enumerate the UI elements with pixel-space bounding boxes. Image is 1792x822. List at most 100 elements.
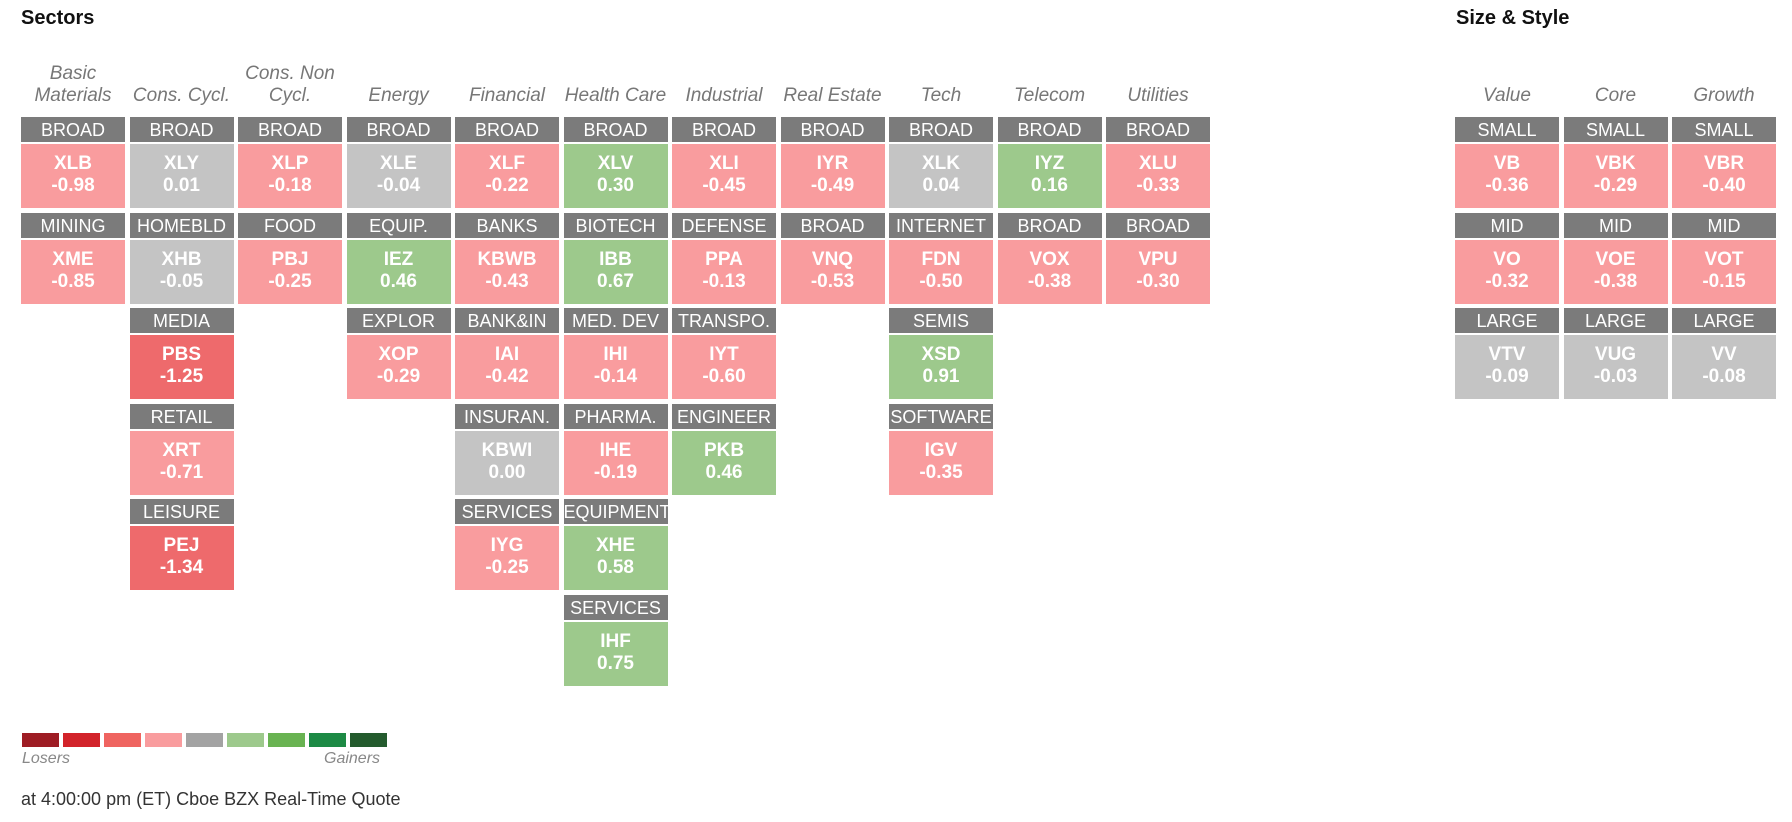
etf-tile-fdn[interactable]: INTERNET FDN -0.50 [889, 212, 993, 305]
column-header: Cons. Non Cycl. [245, 63, 335, 106]
tile-category: LARGE [1563, 308, 1668, 333]
tile-quote: VNQ -0.53 [780, 239, 885, 304]
etf-tile-xhb[interactable]: HOMEBLD XHB -0.05 [129, 212, 234, 305]
tile-category: EQUIPMENT [563, 499, 668, 524]
tile-category: BROAD [346, 117, 451, 142]
tile-category: BROAD [997, 212, 1102, 238]
percent-change: -0.15 [1702, 270, 1746, 292]
ticker-symbol: VOE [1595, 248, 1636, 270]
percent-change: 0.01 [163, 175, 200, 196]
etf-tile-igv[interactable]: SOFTWARE IGV -0.35 [889, 403, 993, 496]
ticker-symbol: VOT [1704, 248, 1744, 270]
etf-tile-vtv[interactable]: LARGE VTV -0.09 [1455, 308, 1559, 400]
tile-quote: XOP -0.29 [346, 335, 451, 399]
etf-tile-ibb[interactable]: BIOTECH IBB 0.67 [563, 212, 668, 305]
column-header: Tech [920, 85, 962, 106]
percent-change: -0.18 [268, 175, 312, 196]
tile-category: BIOTECH [563, 212, 668, 238]
tile-category: BROAD [129, 117, 234, 142]
etf-tile-pej[interactable]: LEISURE PEJ -1.34 [129, 499, 234, 591]
tile-quote: PBS -1.25 [129, 335, 234, 399]
ticker-symbol: XSD [921, 344, 961, 365]
tile-category: SMALL [1455, 117, 1559, 142]
etf-tile-vbr[interactable]: SMALL VBR -0.40 [1672, 117, 1776, 209]
etf-tile-xly[interactable]: BROAD XLY 0.01 [129, 117, 234, 209]
tile-quote: IHI -0.14 [563, 335, 668, 399]
tile-category: SERVICES [455, 499, 559, 524]
color-legend [22, 733, 391, 747]
etf-tile-xop[interactable]: EXPLOR XOP -0.29 [346, 308, 451, 400]
etf-tile-xlp[interactable]: BROAD XLP -0.18 [238, 117, 342, 209]
tile-quote: KBWB -0.43 [455, 239, 559, 304]
etf-tile-vv[interactable]: LARGE VV -0.08 [1672, 308, 1776, 400]
etf-tile-xhe[interactable]: EQUIPMENT XHE 0.58 [563, 499, 668, 591]
etf-tile-iez[interactable]: EQUIP. IEZ 0.46 [346, 212, 451, 305]
etf-tile-vug[interactable]: LARGE VUG -0.03 [1563, 308, 1668, 400]
etf-tile-vox[interactable]: BROAD VOX -0.38 [997, 212, 1102, 305]
tile-category: SERVICES [563, 594, 668, 620]
etf-tile-ihi[interactable]: MED. DEV IHI -0.14 [563, 308, 668, 400]
tile-category: BROAD [889, 117, 993, 142]
percent-change: -0.38 [1593, 270, 1638, 292]
percent-change: -0.98 [51, 175, 95, 196]
ticker-symbol: VOX [1029, 248, 1070, 270]
etf-tile-vbk[interactable]: SMALL VBK -0.29 [1563, 117, 1668, 209]
etf-tile-voe[interactable]: MID VOE -0.38 [1563, 212, 1668, 305]
percent-change: 0.46 [380, 270, 417, 292]
etf-tile-kbwb[interactable]: BANKS KBWB -0.43 [455, 212, 559, 305]
column-header: Growth [1693, 85, 1755, 106]
etf-tile-vnq[interactable]: BROAD VNQ -0.53 [780, 212, 885, 305]
ticker-symbol: IYR [816, 153, 849, 174]
tile-category: LARGE [1455, 308, 1559, 333]
ticker-symbol: IGV [924, 439, 958, 461]
etf-tile-xli[interactable]: BROAD XLI -0.45 [672, 117, 776, 209]
etf-tile-vpu[interactable]: BROAD VPU -0.30 [1106, 212, 1210, 305]
ticker-symbol: KBWI [481, 439, 533, 461]
etf-tile-xlv[interactable]: BROAD XLV 0.30 [563, 117, 668, 209]
percent-change: -0.71 [159, 461, 204, 483]
etf-tile-ppa[interactable]: DEFENSE PPA -0.13 [672, 212, 776, 305]
etf-tile-xlb[interactable]: BROAD XLB -0.98 [21, 117, 125, 209]
etf-tile-vb[interactable]: SMALL VB -0.36 [1455, 117, 1559, 209]
etf-tile-ihf[interactable]: SERVICES IHF 0.75 [563, 594, 668, 687]
percent-change: -0.05 [159, 270, 204, 292]
ticker-symbol: IHI [603, 344, 628, 365]
etf-tile-xsd[interactable]: SEMIS XSD 0.91 [889, 308, 993, 400]
etf-tile-xme[interactable]: MINING XME -0.85 [21, 212, 125, 305]
percent-change: 0.00 [488, 461, 526, 483]
tile-category: BROAD [997, 117, 1102, 142]
tile-quote: XRT -0.71 [129, 430, 234, 495]
etf-tile-pkb[interactable]: ENGINEER PKB 0.46 [672, 403, 776, 496]
etf-tile-iyr[interactable]: BROAD IYR -0.49 [780, 117, 885, 209]
etf-tile-xlu[interactable]: BROAD XLU -0.33 [1106, 117, 1210, 209]
etf-tile-pbs[interactable]: MEDIA PBS -1.25 [129, 308, 234, 400]
etf-tile-iyz[interactable]: BROAD IYZ 0.16 [997, 117, 1102, 209]
percent-change: -0.45 [702, 175, 746, 196]
etf-tile-xle[interactable]: BROAD XLE -0.04 [346, 117, 451, 209]
ticker-symbol: XLU [1139, 153, 1177, 174]
tile-category: BROAD [21, 117, 125, 142]
etf-tile-ihe[interactable]: PHARMA. IHE -0.19 [563, 403, 668, 496]
ticker-symbol: PEJ [163, 535, 200, 556]
percent-change: -0.19 [593, 461, 638, 483]
etf-tile-iyt[interactable]: TRANSPO. IYT -0.60 [672, 308, 776, 400]
etf-tile-iai[interactable]: BANK&IN IAI -0.42 [455, 308, 559, 400]
etf-tile-xrt[interactable]: RETAIL XRT -0.71 [129, 403, 234, 496]
percent-change: 0.04 [922, 175, 960, 196]
percent-change: -0.35 [919, 461, 963, 483]
tile-quote: VOE -0.38 [1563, 239, 1668, 304]
etf-tile-xlk[interactable]: BROAD XLK 0.04 [889, 117, 993, 209]
etf-tile-pbj[interactable]: FOOD PBJ -0.25 [238, 212, 342, 305]
percent-change: -0.03 [1593, 366, 1638, 387]
ticker-symbol: XLV [597, 153, 634, 174]
etf-tile-xlf[interactable]: BROAD XLF -0.22 [455, 117, 559, 209]
etf-tile-iyg[interactable]: SERVICES IYG -0.25 [455, 499, 559, 591]
etf-tile-kbwi[interactable]: INSURAN. KBWI 0.00 [455, 403, 559, 496]
tile-category: EXPLOR [346, 308, 451, 333]
percent-change: -0.40 [1702, 175, 1746, 196]
tile-category: INSURAN. [455, 403, 559, 429]
percent-change: 0.30 [597, 175, 634, 196]
etf-tile-vo[interactable]: MID VO -0.32 [1455, 212, 1559, 305]
percent-change: -0.85 [51, 270, 95, 292]
etf-tile-vot[interactable]: MID VOT -0.15 [1672, 212, 1776, 305]
